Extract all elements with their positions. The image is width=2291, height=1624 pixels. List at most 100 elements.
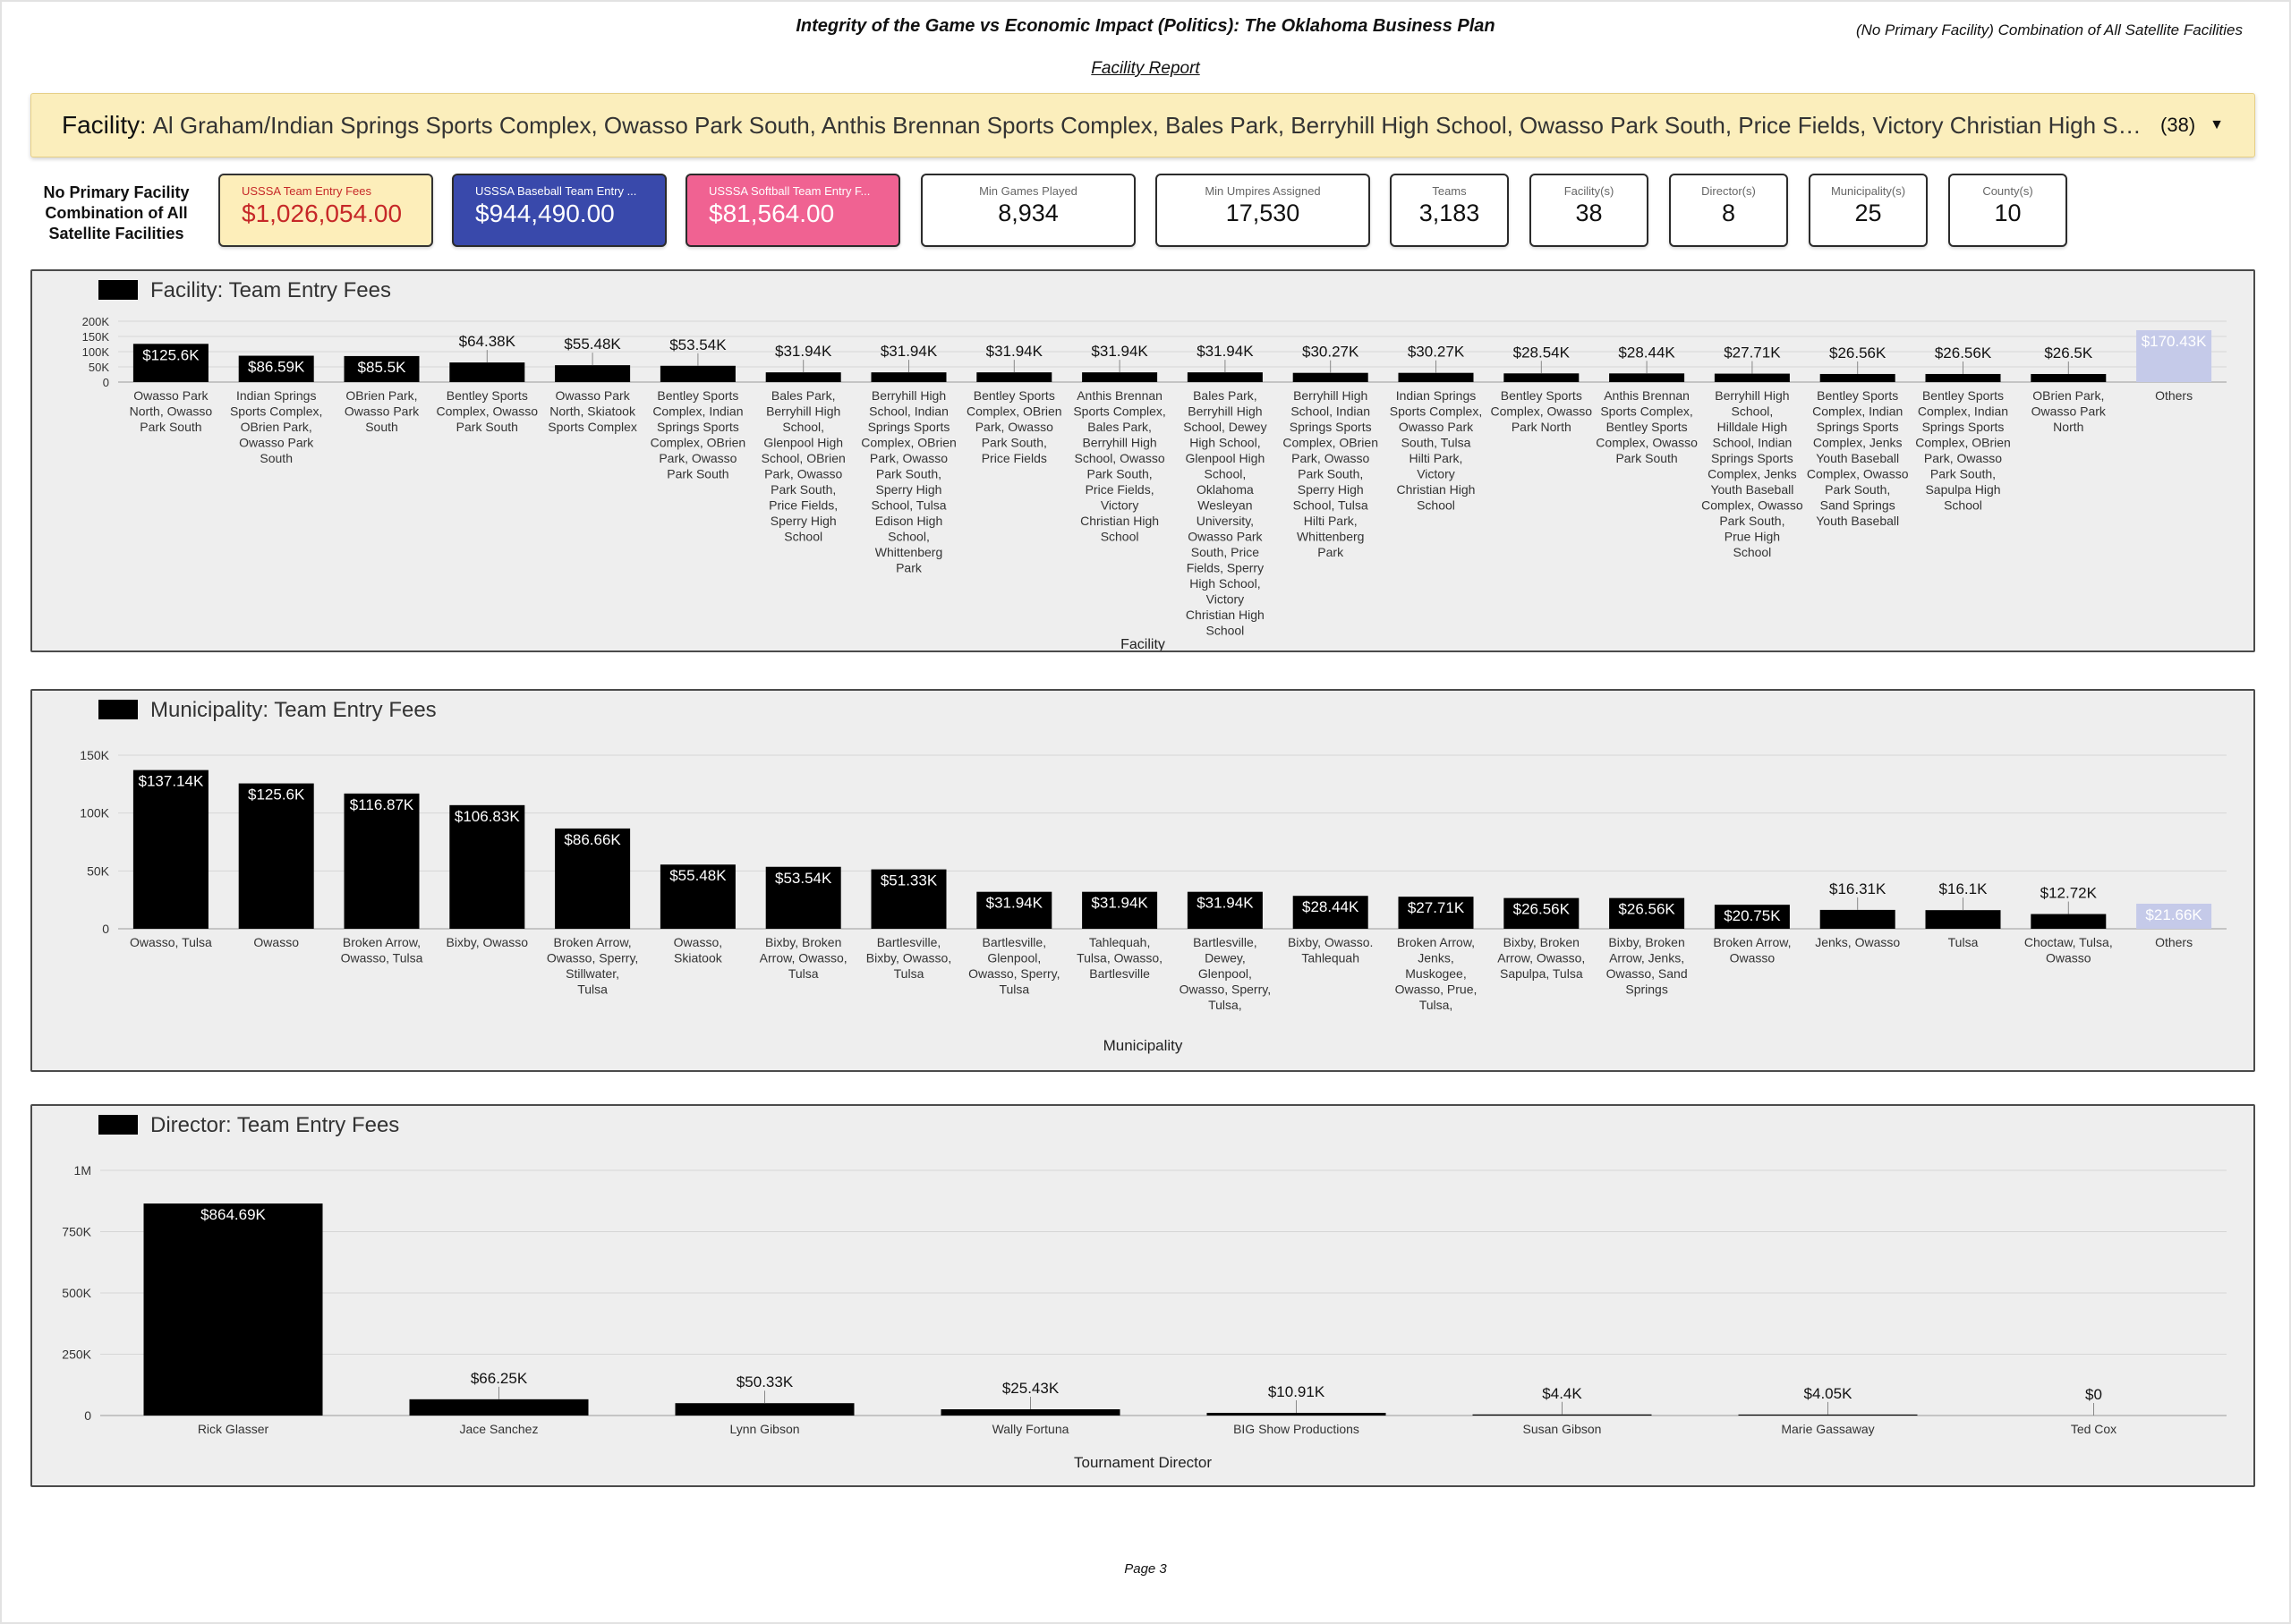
data-label: $0 (2085, 1386, 2102, 1403)
data-label: $106.83K (455, 808, 520, 825)
data-label: $31.94K (775, 343, 832, 360)
x-tick-label: Bartlesville, Bixby, Owasso, Tulsa (866, 935, 951, 981)
bar[interactable] (765, 372, 841, 382)
bar[interactable] (1187, 891, 1263, 929)
x-tick-label: Berryhill High School, Hilldale High School… (1701, 388, 1803, 559)
data-label: $86.66K (564, 831, 621, 848)
bar[interactable] (143, 1203, 323, 1416)
bar[interactable] (409, 1399, 589, 1416)
bar[interactable] (1714, 373, 1790, 382)
bar[interactable] (1398, 372, 1474, 382)
x-tick-label: Others (2155, 388, 2193, 403)
bar[interactable] (660, 365, 736, 382)
bar[interactable] (765, 866, 841, 929)
bar[interactable] (238, 783, 314, 929)
kpi-label: Director(s) (1701, 184, 1756, 198)
bar[interactable] (675, 1403, 855, 1416)
bar[interactable] (1738, 1414, 1918, 1416)
x-tick-label: Lynn Gibson (729, 1422, 799, 1436)
data-label: $116.87K (350, 796, 414, 813)
kpi-card-municipalities[interactable]: Municipality(s) 25 (1809, 174, 1928, 247)
bar[interactable] (449, 804, 525, 929)
kpi-label: Facility(s) (1563, 184, 1614, 198)
kpi-card-teams[interactable]: Teams 3,183 (1390, 174, 1509, 247)
kpi-value: $944,490.00 (475, 200, 615, 227)
chart-title: Facility: Team Entry Fees (150, 278, 391, 302)
bar[interactable] (1609, 373, 1685, 382)
kpi-card-softball-entry-fees[interactable]: USSSA Softball Team Entry F... $81,564.0… (686, 174, 900, 247)
bar[interactable] (238, 355, 314, 382)
x-tick-label: Wally Fortuna (992, 1422, 1069, 1436)
x-tick-label: BIG Show Productions (1233, 1422, 1359, 1436)
x-tick-label: Bixby, Owasso. Tahlequah (1288, 935, 1373, 965)
y-tick-label: 750K (62, 1225, 91, 1239)
facility-filter-dropdown[interactable]: Facility : Al Graham/Indian Springs Spor… (30, 93, 2255, 157)
bar[interactable] (660, 864, 736, 929)
kpi-value: 8,934 (998, 200, 1059, 226)
bar[interactable] (1206, 1413, 1386, 1416)
bar[interactable] (1472, 1414, 1652, 1416)
bar[interactable] (976, 891, 1052, 929)
x-tick-label: Anthis Brennan Sports Complex, Bales Park,… (1073, 388, 1165, 544)
data-label: $16.31K (1829, 880, 1886, 897)
x-tick-label: Tahlequah, Tulsa, Owasso, Bartlesville (1077, 935, 1163, 981)
bar[interactable] (344, 355, 420, 382)
data-label: $26.56K (1935, 344, 1992, 361)
bar[interactable] (132, 769, 209, 929)
x-tick-label: Bentley Sports Complex, OBrien Park, Owass… (967, 388, 1062, 465)
bar[interactable] (1925, 910, 2001, 929)
data-label: $26.56K (1618, 901, 1675, 918)
bar[interactable] (1714, 905, 1790, 929)
y-tick-label: 100K (80, 806, 109, 821)
data-label: $28.54K (1513, 344, 1571, 361)
chevron-down-icon[interactable]: ▼ (2210, 117, 2224, 132)
bar[interactable] (1609, 897, 1685, 929)
x-tick-label: Indian Springs Sports Complex, Owasso Park… (1390, 388, 1482, 513)
bar[interactable] (2136, 330, 2212, 382)
bar[interactable] (976, 372, 1052, 382)
bar[interactable] (871, 869, 947, 929)
kpi-card-baseball-entry-fees[interactable]: USSSA Baseball Team Entry ... $944,490.0… (452, 174, 667, 247)
bar[interactable] (1082, 891, 1158, 929)
kpi-label: Min Games Played (979, 184, 1077, 198)
x-tick-label: Bixby, Broken Arrow, Jenks, Owasso, Sand Sp… (1606, 935, 1688, 997)
bar[interactable] (1187, 372, 1263, 382)
legend-swatch (98, 700, 138, 719)
bar[interactable] (1292, 372, 1368, 382)
bar[interactable] (1292, 896, 1368, 929)
bar[interactable] (555, 365, 631, 382)
kpi-card-min-games[interactable]: Min Games Played 8,934 (921, 174, 1136, 247)
bar[interactable] (941, 1409, 1120, 1416)
kpi-card-min-umpires[interactable]: Min Umpires Assigned 17,530 (1155, 174, 1370, 247)
report-title: Integrity of the Game vs Economic Impact… (796, 16, 1495, 36)
bar[interactable] (449, 362, 525, 382)
bar[interactable] (2031, 914, 2107, 929)
bar[interactable] (1819, 373, 1895, 382)
bar[interactable] (344, 793, 420, 929)
bar[interactable] (1082, 372, 1158, 382)
data-label: $31.94K (1091, 343, 1148, 360)
data-label: $125.6K (142, 346, 200, 363)
kpi-card-counties[interactable]: County(s) 10 (1948, 174, 2067, 247)
x-tick-label: Choctaw, Tulsa, Owasso (2024, 935, 2113, 965)
director-fees-chart: Director: Team Entry Fees 0 250K 500K 750K 1M… (62, 1113, 2227, 1471)
data-label: $53.54K (669, 336, 727, 353)
bar[interactable] (1503, 373, 1580, 382)
kpi-card-facilities[interactable]: Facility(s) 38 (1529, 174, 1648, 247)
bar[interactable] (1503, 897, 1580, 929)
bar[interactable] (871, 372, 947, 382)
bar[interactable] (2031, 373, 2107, 382)
bar[interactable] (132, 344, 209, 382)
bar[interactable] (2136, 903, 2212, 929)
data-label: $31.94K (986, 343, 1043, 360)
report-subtitle[interactable]: Facility Report (1091, 59, 1200, 78)
bar[interactable] (1819, 909, 1895, 929)
bar[interactable] (1925, 373, 2001, 382)
bar[interactable] (555, 828, 631, 929)
kpi-label: Teams (1432, 184, 1467, 198)
kpi-card-team-entry-fees[interactable]: USSSA Team Entry Fees $1,026,054.00 (218, 174, 433, 247)
kpi-card-directors[interactable]: Director(s) 8 (1669, 174, 1788, 247)
bar[interactable] (1398, 897, 1474, 929)
kpi-label: Municipality(s) (1830, 184, 1906, 198)
